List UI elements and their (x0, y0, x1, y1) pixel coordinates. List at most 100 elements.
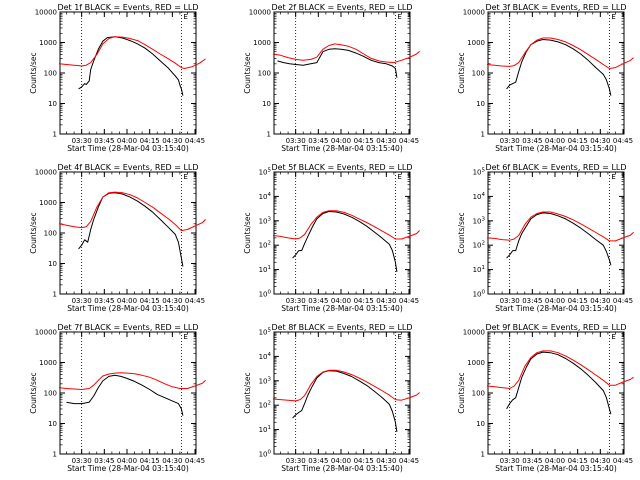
y-tick-label: 103 (259, 376, 272, 385)
y-tick-label: 102 (259, 241, 271, 250)
x-tick-label: 04:15 (354, 297, 374, 305)
x-tick-label: 04:15 (140, 137, 160, 145)
y-tick-label: 10 (48, 260, 57, 268)
x-tick-label: 04:30 (376, 457, 396, 465)
x-tick-label: 04:15 (140, 457, 160, 465)
lld-series-line (272, 210, 420, 240)
corner-label: E (183, 333, 187, 341)
y-tick-label: 1000 (467, 39, 485, 47)
lld-series-line (272, 369, 420, 402)
events-series-line (506, 351, 612, 415)
x-tick-label: 03:45 (308, 297, 328, 305)
y-tick-label: 1000 (467, 359, 485, 367)
y-tick-label: 10000 (463, 329, 485, 337)
x-tick-label: 04:30 (590, 457, 610, 465)
corner-label: E (183, 13, 187, 21)
plot-frame (487, 331, 625, 455)
y-tick-label: 1 (53, 131, 57, 139)
y-axis-label: Counts/sec (243, 52, 252, 93)
y-tick-label: 104 (473, 192, 486, 201)
corner-label: E (397, 173, 401, 181)
plot-frame (273, 11, 411, 135)
events-series-line (292, 211, 398, 273)
y-tick-label: 1 (53, 451, 57, 459)
x-tick-label: 04:45 (399, 297, 419, 305)
events-series-line (506, 212, 612, 266)
y-tick-label: 1 (267, 131, 271, 139)
y-axis-label: Counts/sec (457, 372, 466, 413)
y-tick-label: 10000 (35, 9, 57, 17)
y-tick-label: 100 (258, 70, 271, 78)
chart-title: Det 4f BLACK = Events, RED = LLD (57, 163, 198, 172)
chart-title: Det 2f BLACK = Events, RED = LLD (271, 3, 412, 12)
x-tick-label: 04:45 (613, 457, 633, 465)
x-tick-label: 04:45 (613, 137, 633, 145)
x-tick-label: 03:30 (72, 457, 92, 465)
y-tick-label: 100 (472, 390, 485, 398)
x-tick-label: 04:30 (376, 137, 396, 145)
x-axis-label: Start Time (28-Mar-04 03:15:40) (495, 144, 617, 153)
y-tick-label: 1000 (39, 39, 57, 47)
y-axis-label: Counts/sec (29, 372, 38, 413)
x-tick-label: 04:30 (376, 297, 396, 305)
events-series-line (506, 39, 612, 96)
x-tick-label: 04:15 (568, 297, 588, 305)
x-tick-label: 03:30 (286, 457, 306, 465)
corner-label: E (397, 333, 401, 341)
x-tick-label: 03:30 (72, 297, 92, 305)
lld-series-line (486, 37, 634, 69)
x-tick-label: 04:15 (354, 457, 374, 465)
x-tick-label: 04:30 (162, 137, 182, 145)
lld-series-line (486, 211, 634, 242)
x-axis-label: Start Time (28-Mar-04 03:15:40) (495, 464, 617, 473)
y-tick-label: 1000 (39, 359, 57, 367)
events-series-line (277, 48, 398, 78)
y-tick-label: 105 (259, 168, 272, 177)
y-tick-label: 100 (44, 390, 57, 398)
plot-frame (59, 11, 197, 135)
lld-series-line (486, 350, 634, 389)
plot-frame (59, 171, 197, 295)
y-tick-label: 103 (259, 216, 272, 225)
chart-title: Det 9f BLACK = Events, RED = LLD (485, 323, 626, 332)
events-series-line (292, 370, 398, 433)
corner-label: E (611, 13, 615, 21)
x-tick-label: 04:00 (331, 297, 351, 305)
x-tick-label: 04:15 (568, 457, 588, 465)
y-axis-label: Counts/sec (29, 52, 38, 93)
x-tick-label: 04:30 (162, 457, 182, 465)
x-tick-label: 04:00 (545, 457, 565, 465)
y-axis-label: Counts/sec (243, 212, 252, 253)
lld-series-line (272, 43, 420, 64)
y-tick-label: 100 (44, 230, 57, 238)
y-tick-label: 100 (473, 290, 486, 299)
y-tick-label: 10000 (463, 9, 485, 17)
y-tick-label: 101 (259, 425, 271, 434)
y-tick-label: 102 (259, 401, 271, 410)
chart-title: Det 5f BLACK = Events, RED = LLD (271, 163, 412, 172)
x-tick-label: 04:45 (185, 137, 205, 145)
corner-label: E (397, 13, 401, 21)
y-tick-label: 1000 (253, 39, 271, 47)
x-axis-label: Start Time (28-Mar-04 03:15:40) (495, 304, 617, 313)
x-tick-label: 04:15 (140, 297, 160, 305)
x-tick-label: 03:30 (500, 297, 520, 305)
corner-label: E (611, 173, 615, 181)
y-tick-label: 100 (259, 450, 272, 459)
x-tick-label: 04:00 (545, 137, 565, 145)
y-tick-label: 104 (259, 192, 272, 201)
y-tick-label: 101 (473, 265, 485, 274)
x-tick-label: 03:30 (286, 297, 306, 305)
x-tick-label: 04:45 (399, 137, 419, 145)
y-tick-label: 10 (476, 100, 485, 108)
y-tick-label: 105 (473, 168, 486, 177)
x-axis-label: Start Time (28-Mar-04 03:15:40) (281, 304, 403, 313)
x-tick-label: 03:30 (72, 137, 92, 145)
chart-title: Det 8f BLACK = Events, RED = LLD (271, 323, 412, 332)
x-tick-label: 04:45 (185, 297, 205, 305)
